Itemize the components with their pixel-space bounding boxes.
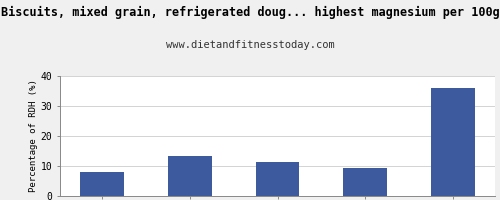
Bar bbox=[432, 88, 475, 196]
Y-axis label: Percentage of RDH (%): Percentage of RDH (%) bbox=[29, 80, 38, 192]
Text: Biscuits, mixed grain, refrigerated doug... highest magnesium per 100g: Biscuits, mixed grain, refrigerated doug… bbox=[0, 6, 500, 19]
Bar bbox=[256, 162, 300, 196]
Text: www.dietandfitnesstoday.com: www.dietandfitnesstoday.com bbox=[166, 40, 334, 50]
Bar bbox=[168, 156, 212, 196]
Bar bbox=[344, 168, 388, 196]
Bar bbox=[80, 172, 124, 196]
